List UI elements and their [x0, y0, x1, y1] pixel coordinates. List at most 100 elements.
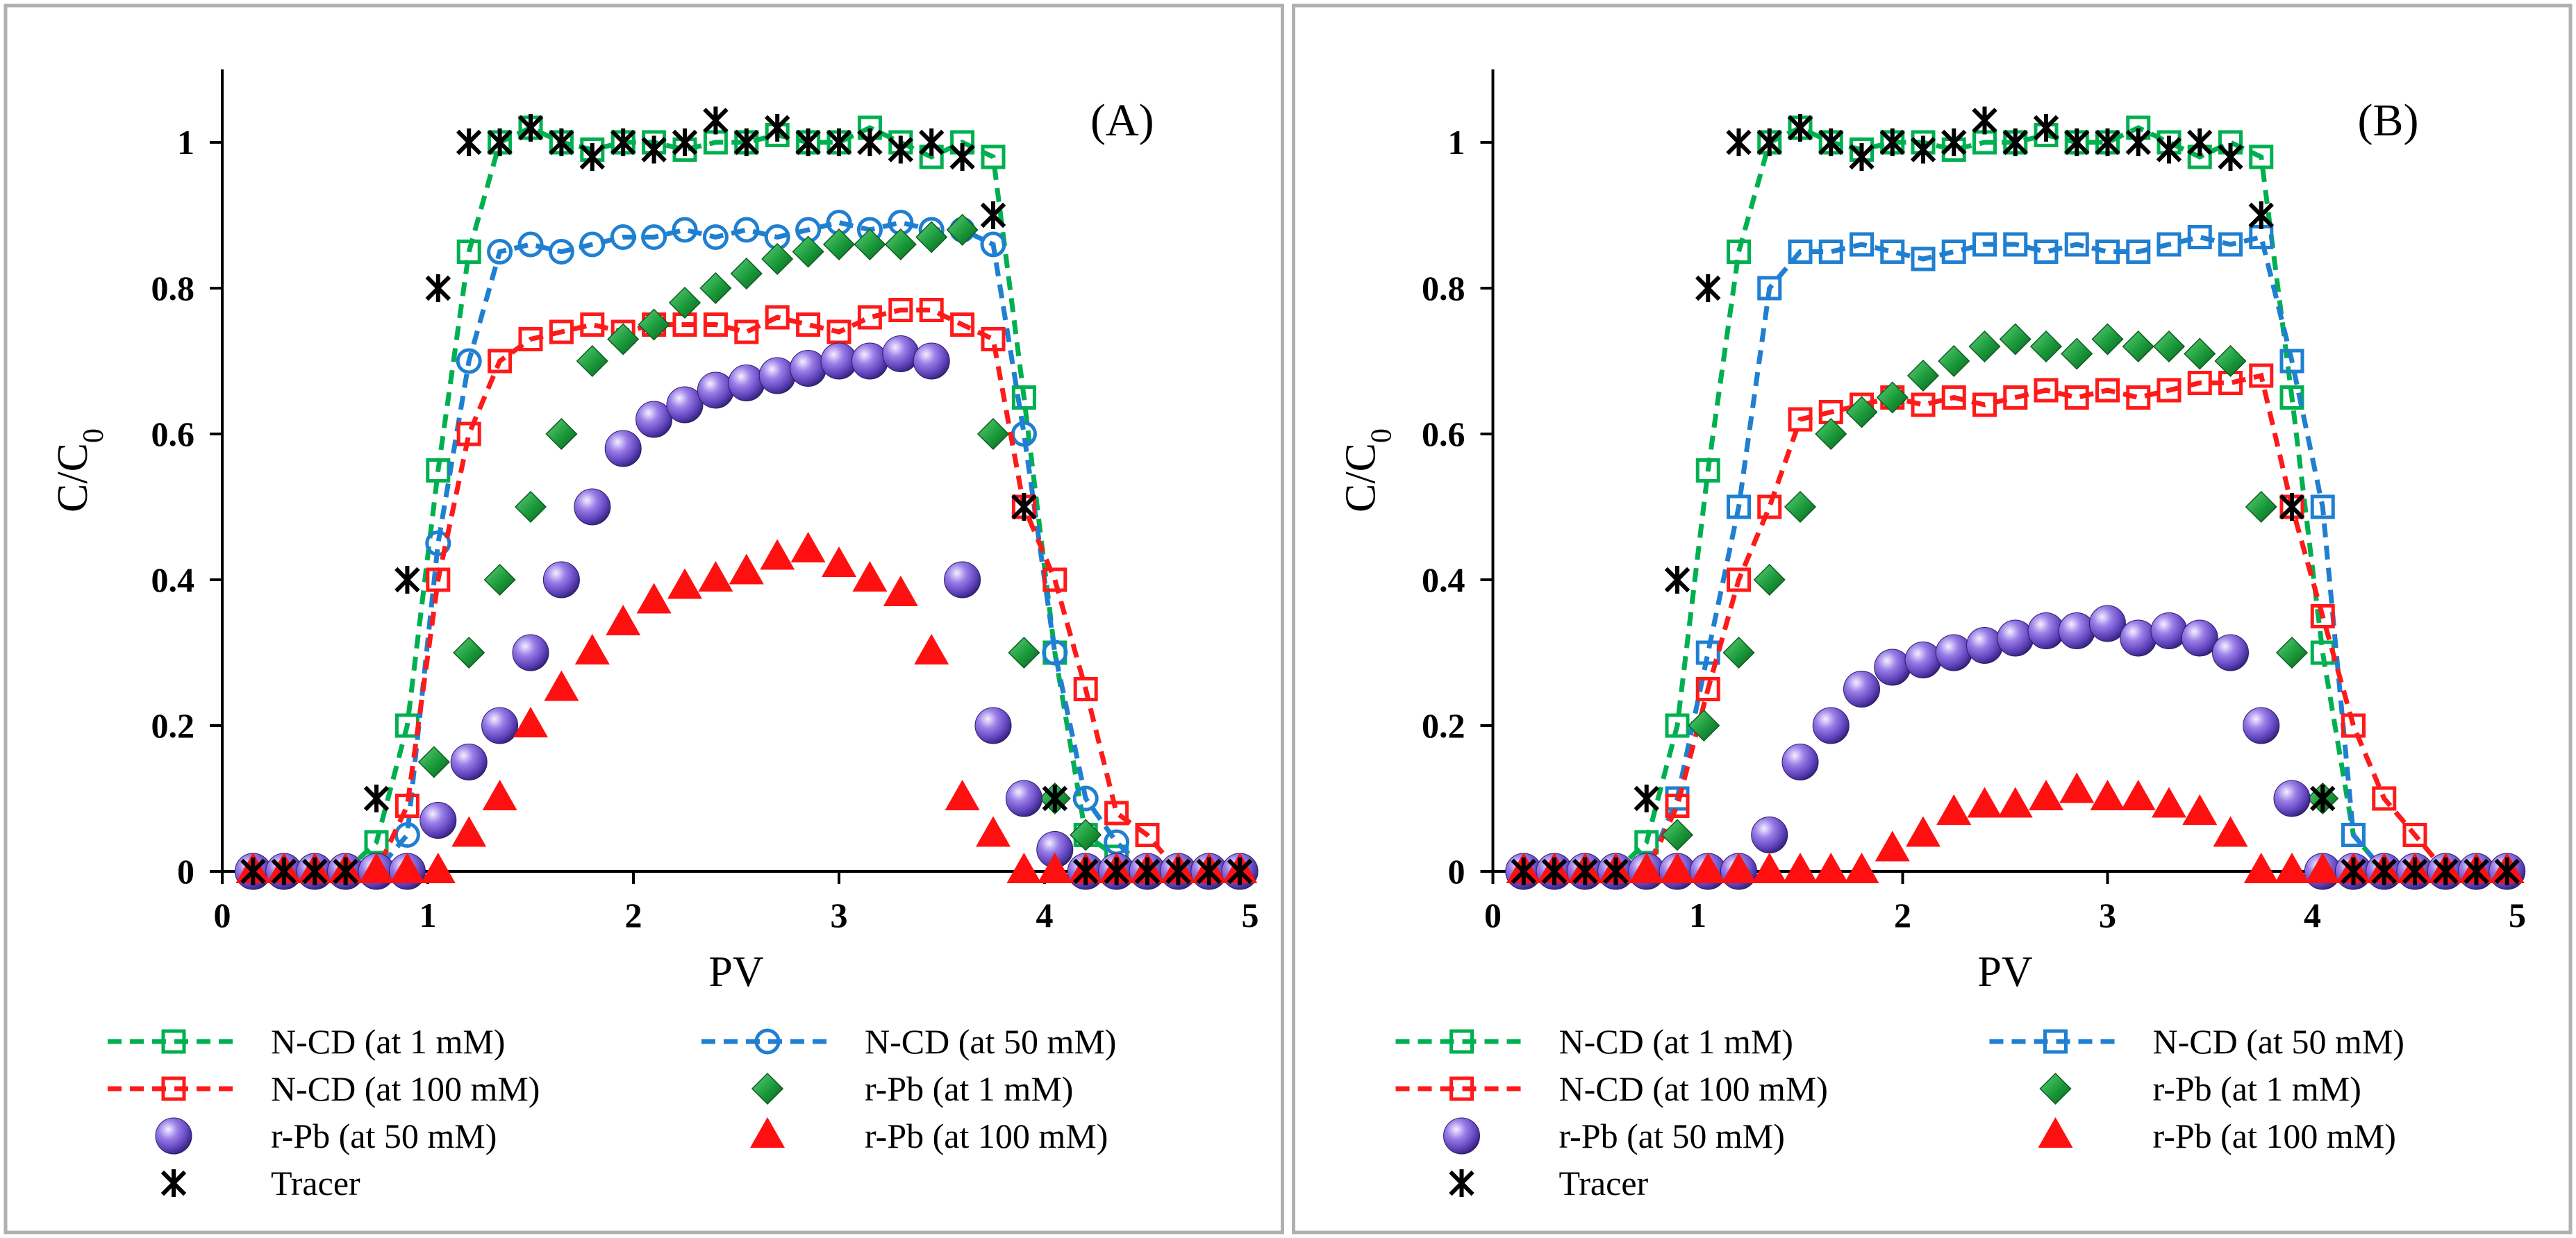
data-point-ncd_50: [579, 231, 606, 258]
data-point-tracer: [1818, 128, 1844, 156]
data-point-ncd_100: [1727, 567, 1751, 592]
data-point-tracer: [949, 143, 975, 171]
data-point-rpb_50: [2058, 612, 2095, 649]
data-point-rpb_100: [1629, 853, 1664, 883]
legend-entry-ncd_100: N-CD (at 100 mM): [1395, 1069, 1828, 1108]
data-point-rpb_100: [2120, 780, 2156, 810]
data-point-rpb_100: [1813, 853, 1849, 883]
data-point-tracer: [980, 201, 1006, 229]
y-tick-label: 0.6: [1422, 415, 1465, 453]
y-tick-label: 0.4: [151, 560, 195, 599]
data-point-rpb_50: [2243, 707, 2280, 744]
data-point-rpb_50: [758, 357, 796, 394]
data-point-tracer: [2402, 858, 2428, 885]
data-point-rpb_1: [2214, 344, 2247, 378]
data-point-ncd_100: [981, 327, 1006, 351]
data-point-tracer: [2463, 858, 2489, 885]
data-point-rpb_100: [945, 780, 980, 810]
data-point-rpb_50: [913, 342, 950, 380]
data-point-ncd_50: [1104, 829, 1130, 855]
data-point-rpb_1: [514, 490, 547, 524]
data-point-rpb_100: [1660, 853, 1695, 883]
data-point-rpb_100: [359, 853, 394, 883]
data-point-ncd_1: [981, 144, 1006, 169]
data-point-rpb_50: [512, 634, 549, 671]
data-point-rpb_1: [453, 636, 485, 669]
legend-label: N-CD (at 100 mM): [271, 1069, 540, 1108]
x-tick-label: 1: [419, 896, 437, 935]
panel-label: (B): [2358, 95, 2419, 146]
data-point-rpb_50: [944, 561, 981, 599]
data-point-rpb_50: [1812, 707, 1850, 744]
panel-frame: [3, 3, 1284, 1235]
data-point-rpb_100: [1844, 853, 1879, 883]
data-point-tracer: [2371, 858, 2397, 885]
legend-marker-rpb_100: [2038, 1117, 2073, 1148]
data-point-ncd_100: [2249, 363, 2274, 388]
data-point-rpb_100: [482, 780, 517, 810]
data-point-rpb_100: [698, 561, 733, 592]
data-point-ncd_100: [2187, 371, 2212, 395]
data-point-rpb_50: [1843, 671, 1880, 708]
data-point-ncd_50: [2157, 232, 2182, 257]
data-point-rpb_1: [1815, 417, 1847, 451]
legend-entry-tracer: Tracer: [1449, 1164, 1649, 1203]
data-point-ncd_50: [610, 224, 636, 250]
data-point-rpb_1: [2275, 636, 2309, 669]
data-point-tracer: [672, 128, 698, 156]
data-point-rpb_1: [2122, 330, 2154, 363]
data-point-ncd_100: [888, 298, 913, 322]
data-point-rpb_50: [481, 707, 519, 744]
data-point-tracer: [1603, 858, 1629, 885]
data-point-tracer: [1941, 128, 1967, 156]
legend-marker-ncd_50: [2043, 1029, 2068, 1054]
x-axis-title: PV: [708, 948, 763, 996]
data-point-rpb_50: [2212, 634, 2249, 671]
data-point-ncd_100: [2126, 385, 2151, 410]
data-point-ncd_100: [857, 305, 882, 330]
data-point-tracer: [333, 858, 358, 885]
data-point-rpb_50: [604, 430, 642, 467]
data-point-ncd_50: [733, 217, 760, 243]
data-point-rpb_1: [483, 563, 516, 596]
x-tick-label: 0: [214, 896, 231, 935]
series-tracer: [1511, 106, 2520, 885]
data-point-rpb_50: [2089, 605, 2126, 642]
data-point-rpb_100: [852, 561, 888, 592]
data-point-ncd_100: [2310, 604, 2335, 628]
data-point-rpb_50: [419, 802, 457, 839]
legend-label: Tracer: [1559, 1164, 1649, 1203]
legend-label: N-CD (at 1 mM): [1559, 1022, 1793, 1061]
data-point-rpb_100: [760, 539, 795, 570]
data-point-rpb_1: [576, 344, 608, 378]
data-point-rpb_1: [2184, 337, 2216, 370]
data-point-rpb_1: [884, 228, 917, 261]
data-point-rpb_100: [883, 576, 918, 606]
data-point-tracer: [2433, 858, 2459, 885]
legend-label: Tracer: [271, 1164, 360, 1203]
data-point-ncd_100: [950, 312, 975, 337]
data-point-rpb_100: [420, 853, 456, 883]
y-tick-label: 0.6: [151, 415, 195, 453]
data-point-rpb_100: [976, 816, 1011, 847]
data-point-ncd_100: [1135, 823, 1160, 847]
legend-label: r-Pb (at 50 mM): [1559, 1116, 1785, 1155]
data-point-rpb_100: [2213, 816, 2248, 847]
legend-label: N-CD (at 50 mM): [865, 1022, 1116, 1061]
data-point-ncd_1: [1695, 458, 1720, 483]
data-point-tracer: [2310, 785, 2336, 812]
data-point-ncd_50: [1695, 640, 1720, 665]
data-point-rpb_100: [790, 532, 826, 562]
data-point-rpb_100: [606, 605, 641, 635]
data-point-rpb_1: [1688, 709, 1720, 742]
data-point-rpb_100: [390, 853, 425, 883]
data-point-tracer: [1572, 858, 1598, 885]
legend-entry-ncd_50: N-CD (at 50 mM): [1989, 1022, 2404, 1061]
data-point-tracer: [703, 106, 729, 135]
panel-frame: [1292, 3, 2573, 1235]
data-point-tracer: [1196, 858, 1222, 885]
data-point-rpb_1: [1845, 396, 1878, 428]
data-point-rpb_50: [1005, 780, 1042, 817]
data-point-ncd_50: [487, 239, 513, 265]
